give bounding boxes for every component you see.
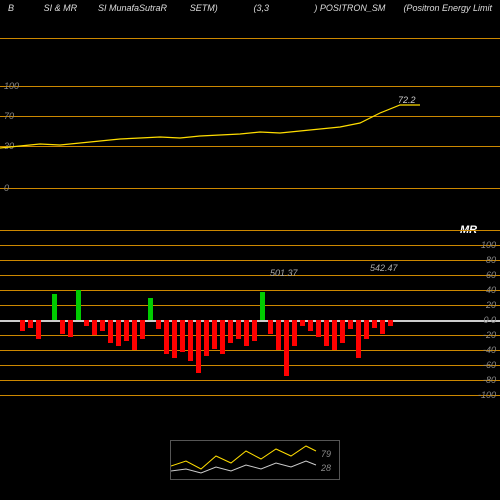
mr-bar: [284, 320, 289, 376]
mr-bar: [236, 320, 241, 339]
mr-bar: [140, 320, 145, 339]
gridline: [0, 365, 500, 366]
gridline: [0, 380, 500, 381]
mr-bar: [252, 320, 257, 341]
mr-bar: [132, 320, 137, 350]
mr-bar: [196, 320, 201, 373]
mr-bar: [276, 320, 281, 350]
mr-bar: [260, 292, 265, 321]
axis-label: -100: [478, 390, 496, 400]
mr-bar: [316, 320, 321, 337]
gridline: [0, 305, 500, 306]
mr-bar: [92, 320, 97, 335]
axis-label: -20: [483, 330, 496, 340]
mr-bar: [300, 320, 305, 326]
mini-chart: 7928: [170, 440, 340, 480]
mr-bar: [308, 320, 313, 331]
mr-bar: [68, 320, 73, 337]
mr-bar: [148, 298, 153, 321]
mr-bar: [220, 320, 225, 354]
header-item: (3,3: [254, 3, 315, 13]
mr-bar: [28, 320, 33, 328]
mr-bar: [180, 320, 185, 352]
mr-bar: [172, 320, 177, 358]
mr-bar: [124, 320, 129, 341]
gridline: [0, 350, 500, 351]
mr-bar: [332, 320, 337, 350]
header-item: (Positron Energy Limit: [403, 3, 492, 13]
header-bar: B SI & MR SI MunafaSutraR SETM) (3,3 ) P…: [0, 0, 500, 16]
mr-bar: [348, 320, 353, 329]
mr-bar: [116, 320, 121, 346]
annotation: 501.37: [270, 268, 298, 278]
axis-label: 20: [486, 300, 496, 310]
gridline: [0, 245, 500, 246]
axis-label: 100: [481, 240, 496, 250]
mr-bar: [76, 290, 81, 320]
header-item: ) POSITRON_SM: [314, 3, 403, 13]
header-item: SETM): [190, 3, 254, 13]
header-item: SI & MR: [44, 3, 98, 13]
axis-label: -60: [483, 360, 496, 370]
mr-bar: [372, 320, 377, 328]
mr-bar: [156, 320, 161, 329]
mr-bar: [108, 320, 113, 343]
rsi-panel: 1007030072.2: [0, 38, 500, 188]
mr-bar: [380, 320, 385, 334]
axis-label: 80: [486, 255, 496, 265]
gridline: [0, 275, 500, 276]
gridline: [0, 320, 500, 322]
header-item: B: [8, 3, 44, 13]
mr-bar: [36, 320, 41, 339]
gridline: [0, 395, 500, 396]
mini-label: 79: [321, 449, 331, 459]
axis-label: -40: [483, 345, 496, 355]
gridline: [0, 260, 500, 261]
gridline: [0, 335, 500, 336]
axis-label: 0 0: [483, 315, 496, 325]
gridline: [0, 290, 500, 291]
mr-bar: [340, 320, 345, 343]
mr-bar: [268, 320, 273, 334]
mr-bar: [188, 320, 193, 361]
header-item: SI MunafaSutraR: [98, 3, 190, 13]
mr-bar: [84, 320, 89, 326]
mr-bar: [228, 320, 233, 343]
mr-bar: [324, 320, 329, 346]
mr-bar: [52, 294, 57, 320]
mr-bar: [164, 320, 169, 354]
axis-label: 60: [486, 270, 496, 280]
mr-bar: [388, 320, 393, 326]
mr-bar: [20, 320, 25, 331]
mr-panel: MR100806040200 0-20-40-60-80-100501.3754…: [0, 230, 500, 410]
gridline: [0, 230, 500, 231]
gridline: [0, 188, 500, 189]
mini-label: 28: [321, 463, 331, 473]
mr-bar: [204, 320, 209, 356]
axis-label: -80: [483, 375, 496, 385]
mr-bar: [60, 320, 65, 334]
mr-bar: [364, 320, 369, 339]
mr-bar: [244, 320, 249, 346]
annotation: 542.47: [370, 263, 398, 273]
mr-bar: [356, 320, 361, 358]
axis-label: 40: [486, 285, 496, 295]
mr-bar: [292, 320, 297, 346]
mr-bar: [212, 320, 217, 349]
mr-bar: [100, 320, 105, 331]
